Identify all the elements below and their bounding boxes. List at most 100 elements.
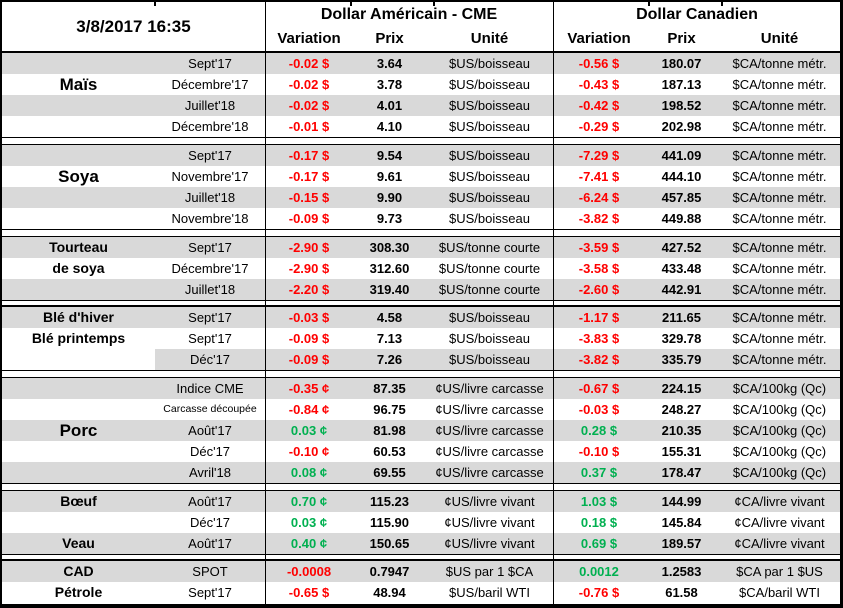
commodity-label <box>2 208 155 229</box>
contract-month-cell: Décembre'17 <box>171 261 249 276</box>
us-unit-label: $US/tonne courte <box>426 237 553 258</box>
ca-price-value: 145.84 <box>661 515 702 530</box>
commodity-label <box>2 95 155 116</box>
contract-month-cell: Déc'17 <box>155 349 265 370</box>
commodity-label <box>2 399 155 420</box>
porc-row: Avril'18 0.08 ¢ 69.55 ¢US/livre carcasse 0.3… <box>2 462 840 483</box>
us-variation-value: -0.01 $ <box>288 119 330 134</box>
us-variation-value: 0.08 ¢ <box>265 462 353 483</box>
table-body: Sept'17 -0.02 $3.64 $US/boisseau -0.56 $180… <box>2 53 840 603</box>
ca-unit-label: $CA/tonne métr. <box>718 145 840 166</box>
ca-variation-value: -0.67 $ <box>553 378 645 399</box>
ca-variation-value: 0.18 $ <box>580 515 618 530</box>
contract-month-cell: Sept'17 <box>155 307 265 328</box>
us-unit-label: ¢US/livre carcasse <box>426 462 553 483</box>
us-unit-label: $US/boisseau <box>426 307 553 328</box>
ca-price-value: 155.31 <box>661 444 702 459</box>
us-unit-label: ¢US/livre carcasse <box>435 444 544 459</box>
ca-variation-value: -0.42 $ <box>553 95 645 116</box>
us-price-value: 150.65 <box>353 533 426 554</box>
ca-price-value: 441.09 <box>645 145 718 166</box>
ca-unit-label: ¢CA/livre vivant <box>734 515 825 530</box>
us-unit-label: ¢US/livre carcasse <box>426 420 553 441</box>
commodity-label: CAD <box>2 561 155 582</box>
us-unit-label: $US/boisseau <box>426 95 553 116</box>
us-price-value: 9.61 <box>376 169 403 184</box>
ca-price-value: 144.99 <box>645 491 718 512</box>
ca-price-value: 442.91 <box>645 279 718 300</box>
ca-price-value: 224.15 <box>645 378 718 399</box>
ca-unit-label: $CA/tonne métr. <box>732 77 827 92</box>
ca-unite-header: Unité <box>760 30 799 47</box>
us-price-value: 0.7947 <box>353 561 426 582</box>
ca-unit-label: $CA/100kg (Qc) <box>718 378 840 399</box>
soya-row: Juillet'18 -0.15 $9.90 $US/boisseau -6.24 $… <box>2 187 840 208</box>
ca-variation-value: -0.43 $ <box>578 77 620 92</box>
ca-variation-value: 0.28 $ <box>553 420 645 441</box>
us-price-value: 7.26 <box>353 349 426 370</box>
cad-petrole-row: CAD SPOT -0.0008 0.7947 $US par 1 $CA 0.0012 1… <box>2 561 840 582</box>
ca-unit-label: $CA/tonne métr. <box>718 307 840 328</box>
contract-month-cell: Sept'17 <box>155 145 265 166</box>
tourteau-row: Tourteau Sept'17 -2.90 $308.30 $US/tonne co… <box>2 237 840 258</box>
report-datetime: 3/8/2017 16:35 <box>76 16 191 36</box>
ca-price-value: 202.98 <box>661 119 702 134</box>
us-variation-value: -0.02 $ <box>288 77 330 92</box>
commodity-label <box>2 512 155 533</box>
us-unit-label: $US/tonne courte <box>426 279 553 300</box>
us-variation-value: 0.03 ¢ <box>290 515 328 530</box>
section-separator <box>2 554 840 561</box>
soya-row: Novembre'18 -0.09 $ 9.73 $US/boisseau -3.82 … <box>2 208 840 229</box>
us-prix-header: Prix <box>375 30 404 47</box>
contract-month-cell: Décembre'17 <box>171 77 249 92</box>
commodity-label <box>2 378 155 399</box>
us-price-value: 115.90 <box>369 515 410 530</box>
ca-price-value: 61.58 <box>665 585 698 600</box>
ca-price-value: 187.13 <box>661 77 702 92</box>
ca-unit-label: $CA/tonne métr. <box>732 169 827 184</box>
us-variation-value: -0.09 $ <box>265 349 353 370</box>
us-price-value: 81.98 <box>353 420 426 441</box>
commodity-label <box>2 116 155 137</box>
ca-variation-value: -6.24 $ <box>553 187 645 208</box>
tourteau-row: Juillet'18 -2.20 $319.40 $US/tonne courte -… <box>2 279 840 300</box>
ca-unit-label: $CA/tonne métr. <box>718 187 840 208</box>
us-unit-label: $US/boisseau <box>449 331 530 346</box>
us-variation-value: -0.09 $ <box>288 211 330 226</box>
contract-month-cell: Novembre'17 <box>171 169 249 184</box>
us-price-value: 312.60 <box>369 261 410 276</box>
tourteau-row: de soya Décembre'17 -2.90 $ 312.60 $US/tonne… <box>2 258 840 279</box>
section-separator <box>2 229 840 237</box>
ca-unit-label: $CA/tonne métr. <box>732 119 827 134</box>
ca-unit-label: ¢CA/livre vivant <box>718 533 840 554</box>
ca-variation-value: -0.03 $ <box>578 402 620 417</box>
commodity-label <box>2 53 155 74</box>
mais-row: Maïs Décembre'17 -0.02 $ 3.78 $US/boisseau -0… <box>2 74 840 95</box>
porc-row: Déc'17 -0.10 ¢ 60.53 ¢US/livre carcasse -0.1… <box>2 441 840 462</box>
us-variation-value: -0.15 $ <box>265 187 353 208</box>
soya-row: Soya Novembre'17 -0.17 $ 9.61 $US/boisseau -7… <box>2 166 840 187</box>
ca-unit-label: $CA/tonne métr. <box>718 53 840 74</box>
ca-variation-value: -3.83 $ <box>578 331 620 346</box>
contract-month-cell: Décembre'18 <box>171 119 249 134</box>
us-variation-value: -2.20 $ <box>265 279 353 300</box>
ca-variation-value: -2.60 $ <box>553 279 645 300</box>
us-dollar-section-title: Dollar Américain - CME <box>320 6 498 23</box>
commodity-label: Blé printemps <box>31 330 126 346</box>
section-separator <box>2 137 840 145</box>
mais-row: Juillet'18 -0.02 $4.01 $US/boisseau -0.42 $… <box>2 95 840 116</box>
us-variation-value: -0.84 ¢ <box>288 402 330 417</box>
boeuf-veau-row: Déc'17 0.03 ¢ 115.90 ¢US/livre vivant 0.18 $… <box>2 512 840 533</box>
us-variation-value: -0.35 ¢ <box>265 378 353 399</box>
commodity-label <box>2 462 155 483</box>
us-price-value: 4.58 <box>353 307 426 328</box>
porc-row: Indice CME -0.35 ¢ 87.35 ¢US/livre carcasse… <box>2 378 840 399</box>
commodity-label <box>2 441 155 462</box>
ca-variation-value: -3.82 $ <box>578 211 620 226</box>
ble-row: Blé d'hiver Sept'17 -0.03 $4.58 $US/boissea… <box>2 307 840 328</box>
contract-month-cell: Août'17 <box>155 420 265 441</box>
ca-unit-label: $CA/tonne métr. <box>718 95 840 116</box>
ca-variation-header: Variation <box>567 30 631 47</box>
us-unit-label: $US/boisseau <box>426 53 553 74</box>
contract-month-cell: Juillet'18 <box>155 279 265 300</box>
